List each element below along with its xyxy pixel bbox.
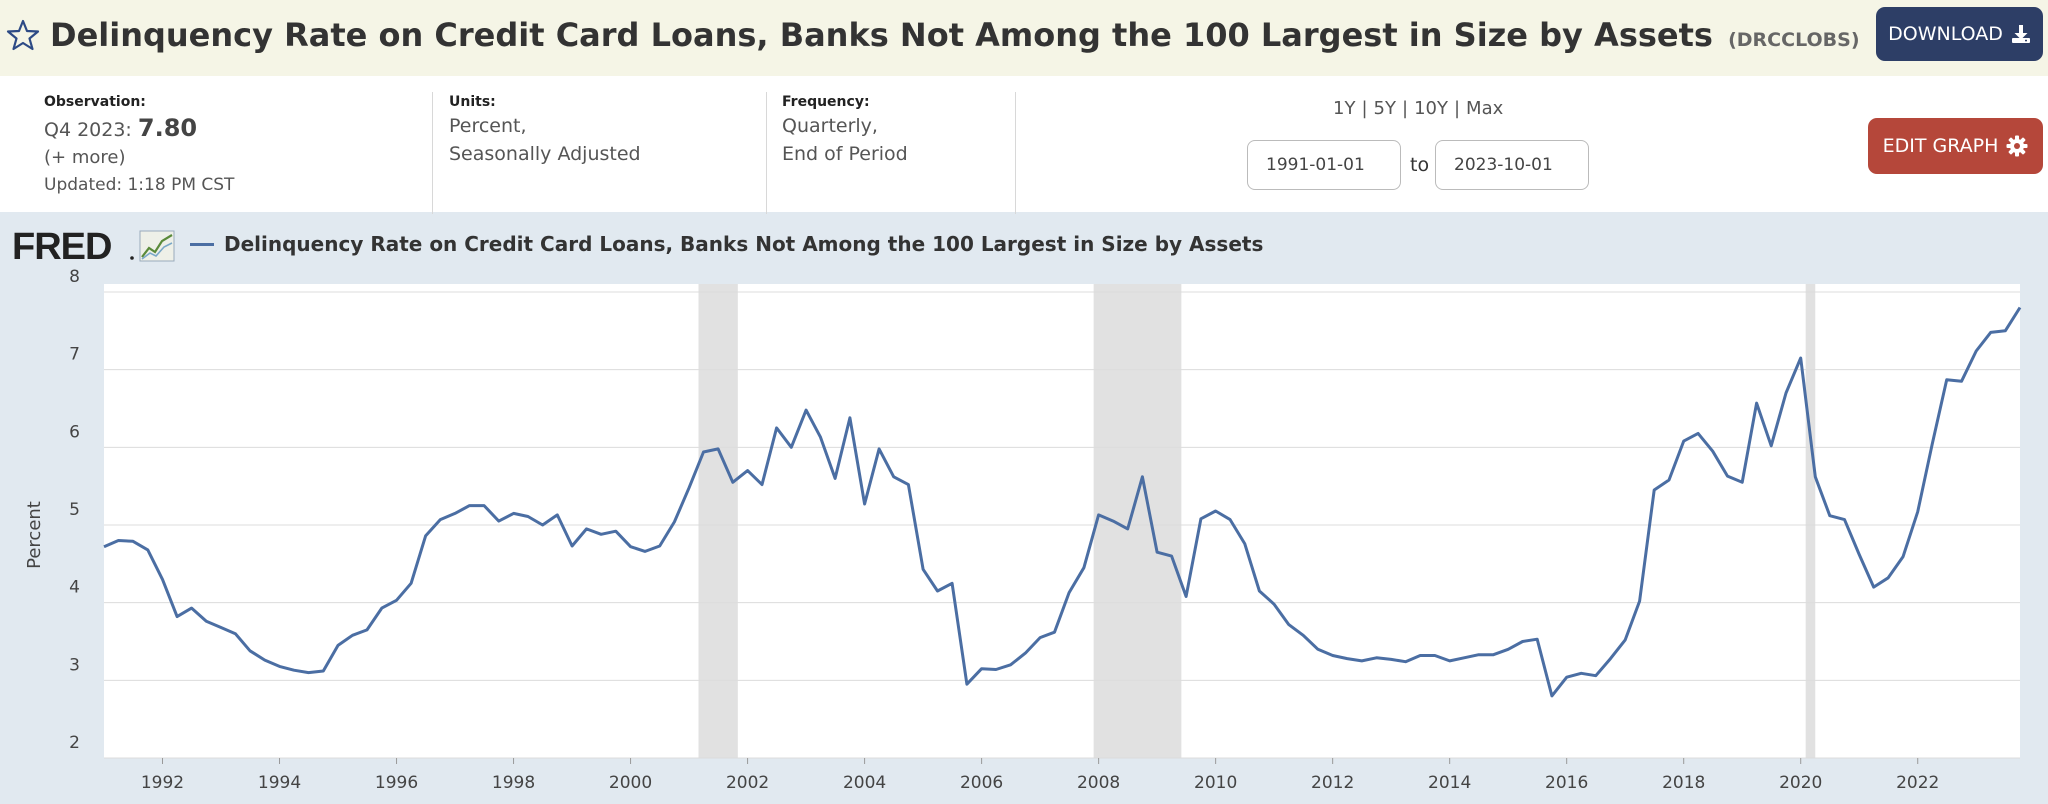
download-label: DOWNLOAD <box>1888 23 2003 45</box>
units-line-2: Seasonally Adjusted <box>449 143 641 165</box>
range-5y[interactable]: 5Y <box>1373 98 1396 119</box>
series-title-text: Delinquency Rate on Credit Card Loans, B… <box>50 16 1713 54</box>
star-icon[interactable] <box>6 18 40 52</box>
legend-label: Delinquency Rate on Credit Card Loans, B… <box>224 232 1264 256</box>
to-label: to <box>1410 154 1430 176</box>
legend: Delinquency Rate on Credit Card Loans, B… <box>190 232 1263 256</box>
series-id: (DRCCLOBS) <box>1728 29 1860 51</box>
x-tick-label: 2006 <box>960 773 1003 793</box>
plot-background <box>104 284 2020 758</box>
recession-band <box>1093 284 1182 758</box>
y-tick-label: 5 <box>69 500 80 520</box>
x-tick-label: 2010 <box>1194 773 1237 793</box>
more-link[interactable]: (+ more) <box>44 147 126 168</box>
units-line-1: Percent, <box>449 115 527 137</box>
frequency-line-1: Quarterly, <box>782 115 878 137</box>
svg-text:FRED: FRED <box>12 226 111 266</box>
divider <box>1015 92 1016 214</box>
x-tick-label: 1994 <box>258 773 301 793</box>
updated-text: Updated: 1:18 PM CST <box>44 175 235 195</box>
x-tick-label: 1996 <box>375 773 418 793</box>
y-tick-label: 4 <box>69 578 80 598</box>
recession-band <box>1805 284 1816 758</box>
gear-icon <box>2006 135 2028 157</box>
divider <box>432 92 433 214</box>
y-axis-label: Percent <box>24 501 45 569</box>
x-tick-label: 2000 <box>609 773 652 793</box>
observation-line: Q4 2023: 7.80 <box>44 114 197 144</box>
range-links: 1Y | 5Y | 10Y | Max <box>1333 98 1504 119</box>
y-tick-label: 3 <box>69 655 80 675</box>
x-tick-label: 1998 <box>492 773 535 793</box>
x-tick-label: 2020 <box>1779 773 1822 793</box>
line-chart: 2 3 4 5 6 7 8 1992 1994 1996 1998 2000 2002 2004 2006 2… <box>24 267 2022 793</box>
y-tick-label: 6 <box>69 422 80 442</box>
x-tick-label: 2018 <box>1662 773 1705 793</box>
observation-label: Observation: <box>44 94 146 110</box>
x-tick-label: 2022 <box>1896 773 1939 793</box>
x-tick-label: 2008 <box>1077 773 1120 793</box>
x-tick-label: 2016 <box>1545 773 1588 793</box>
edit-graph-label: EDIT GRAPH <box>1882 135 1999 157</box>
x-tick-label: 2004 <box>843 773 886 793</box>
page-title: Delinquency Rate on Credit Card Loans, B… <box>50 16 1860 54</box>
range-10y[interactable]: 10Y <box>1414 98 1448 119</box>
start-date-input[interactable] <box>1247 140 1401 190</box>
download-icon <box>2011 25 2030 43</box>
info-bar: Observation: Q4 2023: 7.80 (+ more) Upda… <box>0 76 2048 214</box>
frequency-line-2: End of Period <box>782 143 908 165</box>
x-tick-label: 2002 <box>726 773 769 793</box>
frequency-label: Frequency: <box>782 94 870 110</box>
observation-value: 7.80 <box>137 114 198 142</box>
end-date-input[interactable] <box>1435 140 1589 190</box>
series-line <box>103 306 2022 698</box>
chart-area: 2 3 4 5 6 7 8 1992 1994 1996 1998 2000 2002 2004 2006 2… <box>0 212 2048 804</box>
x-tick-label: 2012 <box>1311 773 1354 793</box>
divider <box>766 92 767 214</box>
recession-band <box>698 284 738 758</box>
units-label: Units: <box>449 94 496 110</box>
fred-logo: FRED <box>12 226 175 266</box>
observation-period: Q4 2023: <box>44 119 132 141</box>
range-1y[interactable]: 1Y <box>1333 98 1356 119</box>
download-button[interactable]: DOWNLOAD <box>1876 7 2043 61</box>
range-max[interactable]: Max <box>1466 98 1504 119</box>
y-tick-label: 8 <box>69 267 80 287</box>
edit-graph-button[interactable]: EDIT GRAPH <box>1868 118 2043 174</box>
legend-swatch <box>190 242 214 246</box>
y-tick-label: 7 <box>69 345 80 365</box>
x-tick-label: 2014 <box>1428 773 1471 793</box>
y-tick-label: 2 <box>69 733 80 753</box>
title-bar: Delinquency Rate on Credit Card Loans, B… <box>0 0 2048 76</box>
x-tick-label: 1992 <box>141 773 184 793</box>
